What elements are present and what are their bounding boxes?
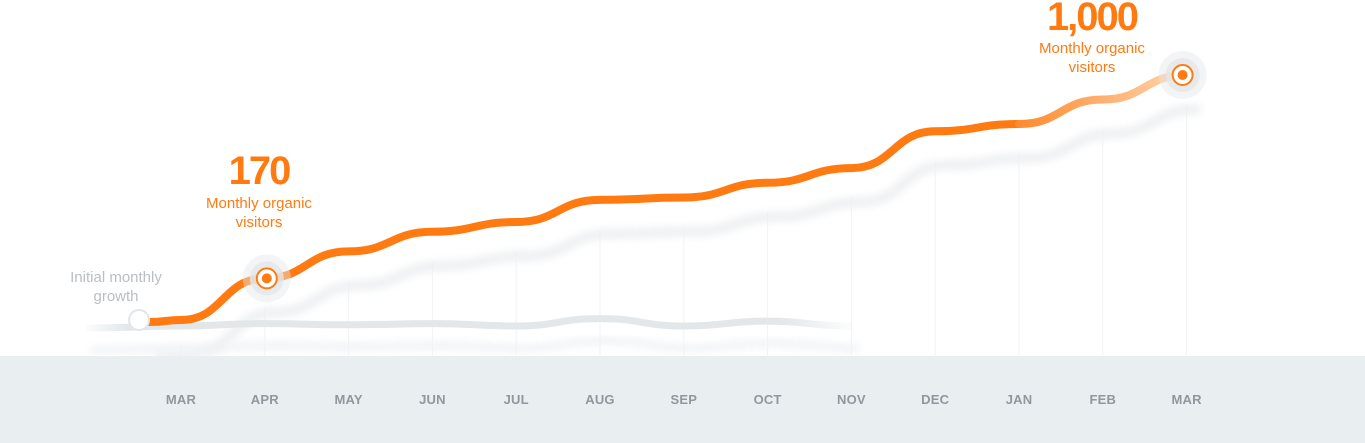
x-tick-label: AUG xyxy=(585,392,615,407)
callout-label: Initial monthly xyxy=(70,269,162,286)
highlight-marker xyxy=(242,254,291,303)
callout-label: Monthly organic xyxy=(206,195,312,212)
x-tick-label: MAR xyxy=(166,392,197,407)
line-shadows xyxy=(90,104,1202,361)
series-line-baseline xyxy=(84,315,854,332)
x-axis-ticks: MAR APR MAY JUN JUL AUG SEP OCT NOV DEC JAN FEB MAR xyxy=(166,392,1202,407)
x-tick-label: MAR xyxy=(1171,392,1202,407)
x-tick-label: FEB xyxy=(1089,392,1116,407)
series-shadow xyxy=(90,336,860,354)
callout-label: Monthly organic xyxy=(1039,40,1145,57)
gridlines xyxy=(180,105,1188,356)
start-marker xyxy=(128,309,150,331)
series-line-main-fade xyxy=(1015,71,1191,128)
x-tick-label: JAN xyxy=(1006,392,1033,407)
markers xyxy=(128,51,1207,331)
callout-label: growth xyxy=(93,288,138,305)
x-tick-label: NOV xyxy=(837,392,866,407)
x-tick-label: APR xyxy=(251,392,279,407)
callout-label: visitors xyxy=(236,214,283,231)
series-shadow xyxy=(155,104,1202,361)
x-tick-label: JUL xyxy=(504,392,529,407)
x-tick-label: JUN xyxy=(419,392,446,407)
x-tick-label: DEC xyxy=(921,392,949,407)
x-tick-label: SEP xyxy=(670,392,697,407)
callout-label: visitors xyxy=(1069,59,1116,76)
x-tick-label: OCT xyxy=(754,392,782,407)
callout: 170 Monthly organic visitors xyxy=(206,149,312,231)
highlight-marker xyxy=(1158,51,1207,99)
callout-number: 1,000 xyxy=(1047,0,1138,39)
x-tick-label: MAY xyxy=(334,392,362,407)
callout: Initial monthly growth xyxy=(70,269,162,305)
callout-number: 170 xyxy=(229,149,290,193)
axis-band xyxy=(0,356,1365,443)
